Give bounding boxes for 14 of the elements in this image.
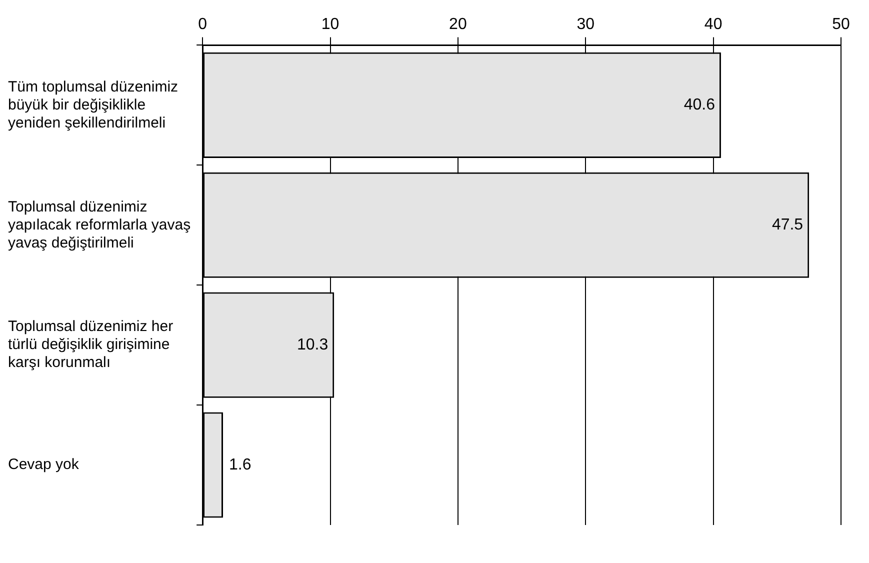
y-tick-label: Cevap yok [8,456,80,474]
data-label: 40.6 [684,96,716,114]
data-label: 10.3 [296,336,328,354]
data-label: 47.5 [772,216,804,234]
data-label: 1.6 [229,456,252,474]
x-tick-label: 10 [321,16,340,34]
x-tick-label: 0 [198,16,208,34]
y-tick-label: Toplumsal düzenimiz yapılacak reformlarla yavaş yavaş değiştirilmeli [8,198,191,252]
x-tick-label: 30 [576,16,595,34]
x-tick-label: 40 [704,16,722,34]
x-tick-label: 50 [832,16,850,34]
x-tick-label: 20 [449,16,467,34]
y-tick-label: Tüm toplumsal düzenimiz büyük bir değişiklikle yeniden şekillendirilmeli [8,78,178,132]
y-tick-label: Toplumsal düzenimiz her türlü değişiklik girişimine karşı korunmalı [8,318,174,372]
